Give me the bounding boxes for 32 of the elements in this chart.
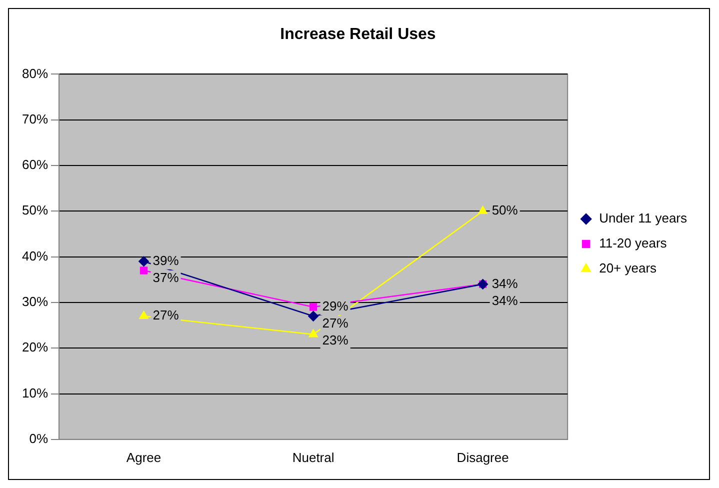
point bbox=[309, 303, 318, 311]
data-label: 50% bbox=[492, 202, 518, 218]
data-label: 37% bbox=[152, 270, 180, 285]
y-tick-label: 80% bbox=[22, 66, 48, 81]
point bbox=[139, 310, 148, 320]
point bbox=[138, 256, 149, 267]
x-tick-label: Disagree bbox=[456, 450, 509, 465]
legend-label: 20+ years bbox=[599, 260, 658, 276]
data-label: 23% bbox=[322, 332, 349, 348]
legend-label: 11-20 years bbox=[599, 236, 668, 251]
data-label: 39% bbox=[152, 252, 180, 268]
data-label: 29% bbox=[322, 298, 349, 314]
x-tick-label: Agree bbox=[126, 450, 162, 465]
point bbox=[308, 329, 318, 338]
x-tick-label: Nuetral bbox=[292, 450, 334, 465]
legend-label: Under 11 years bbox=[599, 210, 688, 226]
y-tick-label: 20% bbox=[22, 340, 48, 355]
y-tick-label: 10% bbox=[22, 385, 48, 400]
point bbox=[140, 266, 148, 274]
data-label: 27% bbox=[322, 316, 349, 331]
data-label: 27% bbox=[152, 308, 180, 323]
y-tick-label: 0% bbox=[29, 430, 48, 446]
y-tick-label: 60% bbox=[22, 157, 48, 172]
y-tick-label: 70% bbox=[22, 111, 48, 126]
point bbox=[308, 310, 318, 322]
y-tick-label: 40% bbox=[22, 248, 48, 264]
data-label: 34% bbox=[492, 292, 518, 308]
point bbox=[478, 206, 488, 214]
y-tick-label: 30% bbox=[22, 294, 48, 310]
y-tick-label: 50% bbox=[22, 202, 48, 218]
data-label: 34% bbox=[492, 276, 518, 291]
chart-title: Increase Retail Uses bbox=[280, 26, 436, 44]
